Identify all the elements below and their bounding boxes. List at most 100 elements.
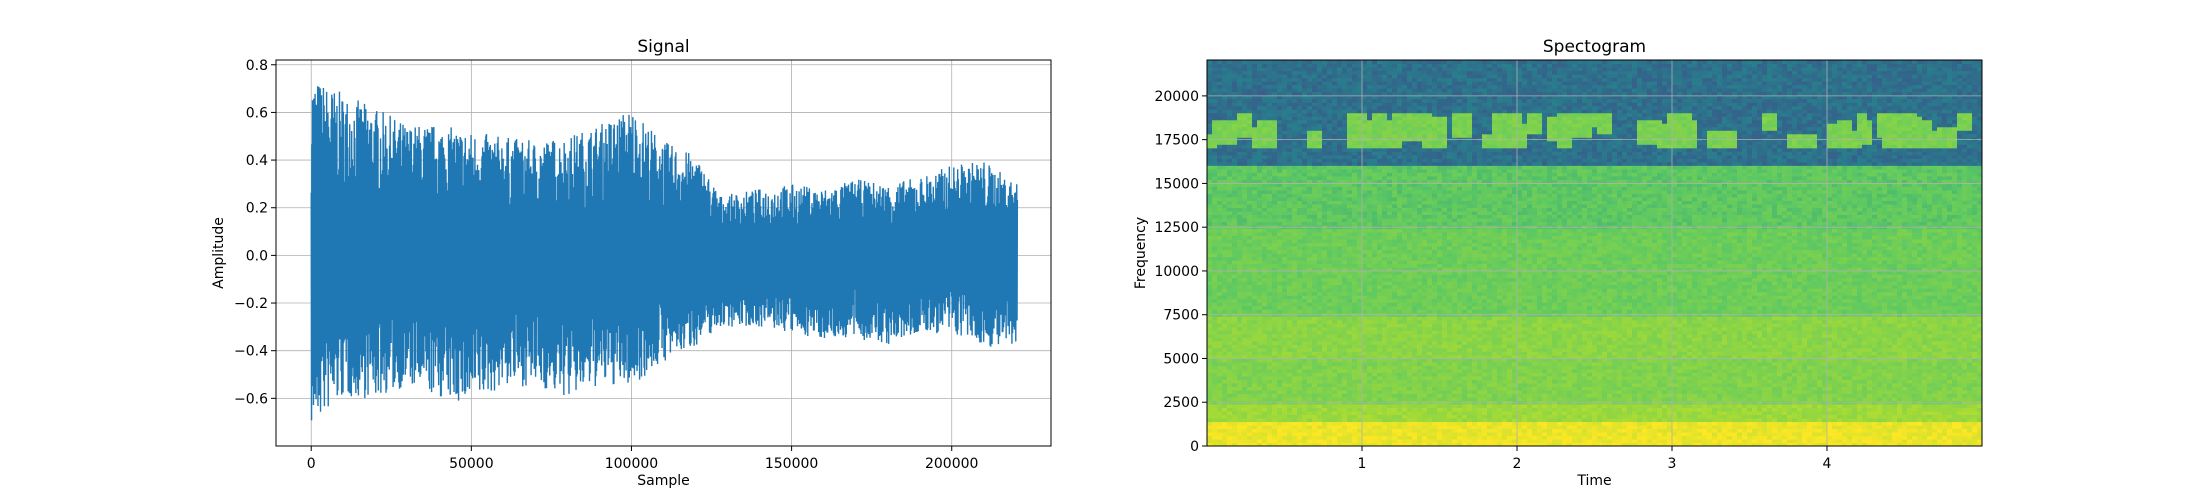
spectrogram-cell [1227,390,1233,394]
spectrogram-cell [1327,323,1333,327]
spectrogram-cell [1327,337,1333,341]
spectrogram-cell [1337,292,1343,296]
spectrogram-cell [1232,281,1238,285]
spectrogram-cell [1342,435,1348,439]
spectrogram-cell [1412,214,1418,218]
spectrogram-cell [1297,257,1303,261]
spectrogram-cell [1287,278,1293,282]
spectrogram-cell [1242,351,1248,355]
spectrogram-cell [1277,193,1283,197]
spectrogram-cell [1302,302,1308,306]
spectrogram-cell [1212,306,1218,310]
spectrogram-cell [1287,169,1293,173]
spectrogram-cell [1342,316,1348,320]
spectrogram-cell [1302,425,1308,429]
spectrogram-cell [1267,421,1273,425]
spectrogram-cell [1372,221,1378,225]
spectrogram-cell [1322,323,1328,327]
spectrogram-cell [1402,278,1408,282]
spectrogram-cell [1302,102,1308,106]
spectrogram-cell [1292,285,1298,289]
spectrogram-cell [1297,362,1303,366]
spectrogram-cell [1257,71,1263,75]
spectrogram-cell [1347,165,1353,169]
spectrogram-cell [1402,267,1408,271]
spectrogram-cell [1377,285,1383,289]
spectrogram-cell [1402,235,1408,239]
spectrogram-cell [1287,320,1293,324]
spectrogram-cell [1382,148,1388,152]
spectrogram-cell [1252,393,1258,397]
spectrogram-cell [1367,264,1373,268]
spectrogram-cell [1352,397,1358,401]
spectrogram-cell [1327,109,1333,113]
spectrogram-cell [1242,106,1248,110]
spectrogram-cell [1332,162,1338,166]
spectrogram-cell [1372,302,1378,306]
spectrogram-cell [1287,228,1293,232]
spectrogram-cell [1242,421,1248,425]
spectrogram-cell [1227,249,1233,253]
spectrogram-cell [1292,302,1298,306]
spectrogram-cell [1272,432,1278,436]
spectrogram-cell [1327,309,1333,313]
spectrogram-cell [1407,190,1413,194]
spectrogram-cell [1402,204,1408,208]
spectrogram-cell [1312,292,1318,296]
spectrogram-cell [1342,341,1348,345]
spectrogram-cell [1367,344,1373,348]
signal-y-label: Amplitude [211,217,227,289]
spectrogram-cell [1407,123,1413,127]
spectrogram-cell [1392,67,1398,71]
spectrogram-cell [1212,214,1218,218]
spectrogram-cell [1402,193,1408,197]
spectrogram-cell [1332,207,1338,211]
spectrogram-cell [1402,386,1408,390]
spectrogram-cell [1352,383,1358,387]
spectrogram-cell [1332,92,1338,96]
spectrogram-cell [1227,169,1233,173]
spectrogram-cell [1322,369,1328,373]
spectrogram-cell [1402,176,1408,180]
spectrogram-cell [1372,190,1378,194]
spectrogram-cell [1322,337,1328,341]
spectrogram-cell [1397,435,1403,439]
spectrogram-cell [1267,113,1273,117]
spectrogram-cell [1252,134,1258,138]
spectrogram-cell [1257,218,1263,222]
spectrogram-cell [1372,372,1378,376]
spectrogram-cell [1422,327,1428,331]
spectrogram-cell [1387,74,1393,78]
spectrogram-cell [1272,116,1278,120]
spectrogram-cell [1277,358,1283,362]
spectrogram-cell [1287,365,1293,369]
spectrogram-cell [1382,386,1388,390]
spectrogram-cell [1207,302,1213,306]
spectrogram-cell [1252,88,1258,92]
spectrogram-cell [1317,264,1323,268]
spectrogram-cell [1417,428,1423,432]
spectrogram-cell [1282,344,1288,348]
spectrogram-cell [1212,344,1218,348]
spectrogram-cell [1207,285,1213,289]
spectrogram-cell [1352,432,1358,436]
spectrogram-cell [1367,120,1373,124]
spectrogram-cell [1367,246,1373,250]
spectrogram-cell [1427,190,1433,194]
spectrogram-cell [1232,274,1238,278]
spectrogram-cell [1417,165,1423,169]
spectrogram-cell [1422,235,1428,239]
spectrogram-cell [1332,228,1338,232]
spectrogram-cell [1422,351,1428,355]
spectrogram-cell [1407,162,1413,166]
spectrogram-cell [1212,421,1218,425]
spectrogram-cell [1352,316,1358,320]
spectrogram-cell [1422,341,1428,345]
spectrogram-cell [1422,278,1428,282]
spectrogram-cell [1377,148,1383,152]
spectrogram-cell [1212,435,1218,439]
spectrogram-cell [1337,169,1343,173]
spectrogram-cell [1222,362,1228,366]
spectrogram-cell [1337,249,1343,253]
spectrogram-cell [1362,207,1368,211]
